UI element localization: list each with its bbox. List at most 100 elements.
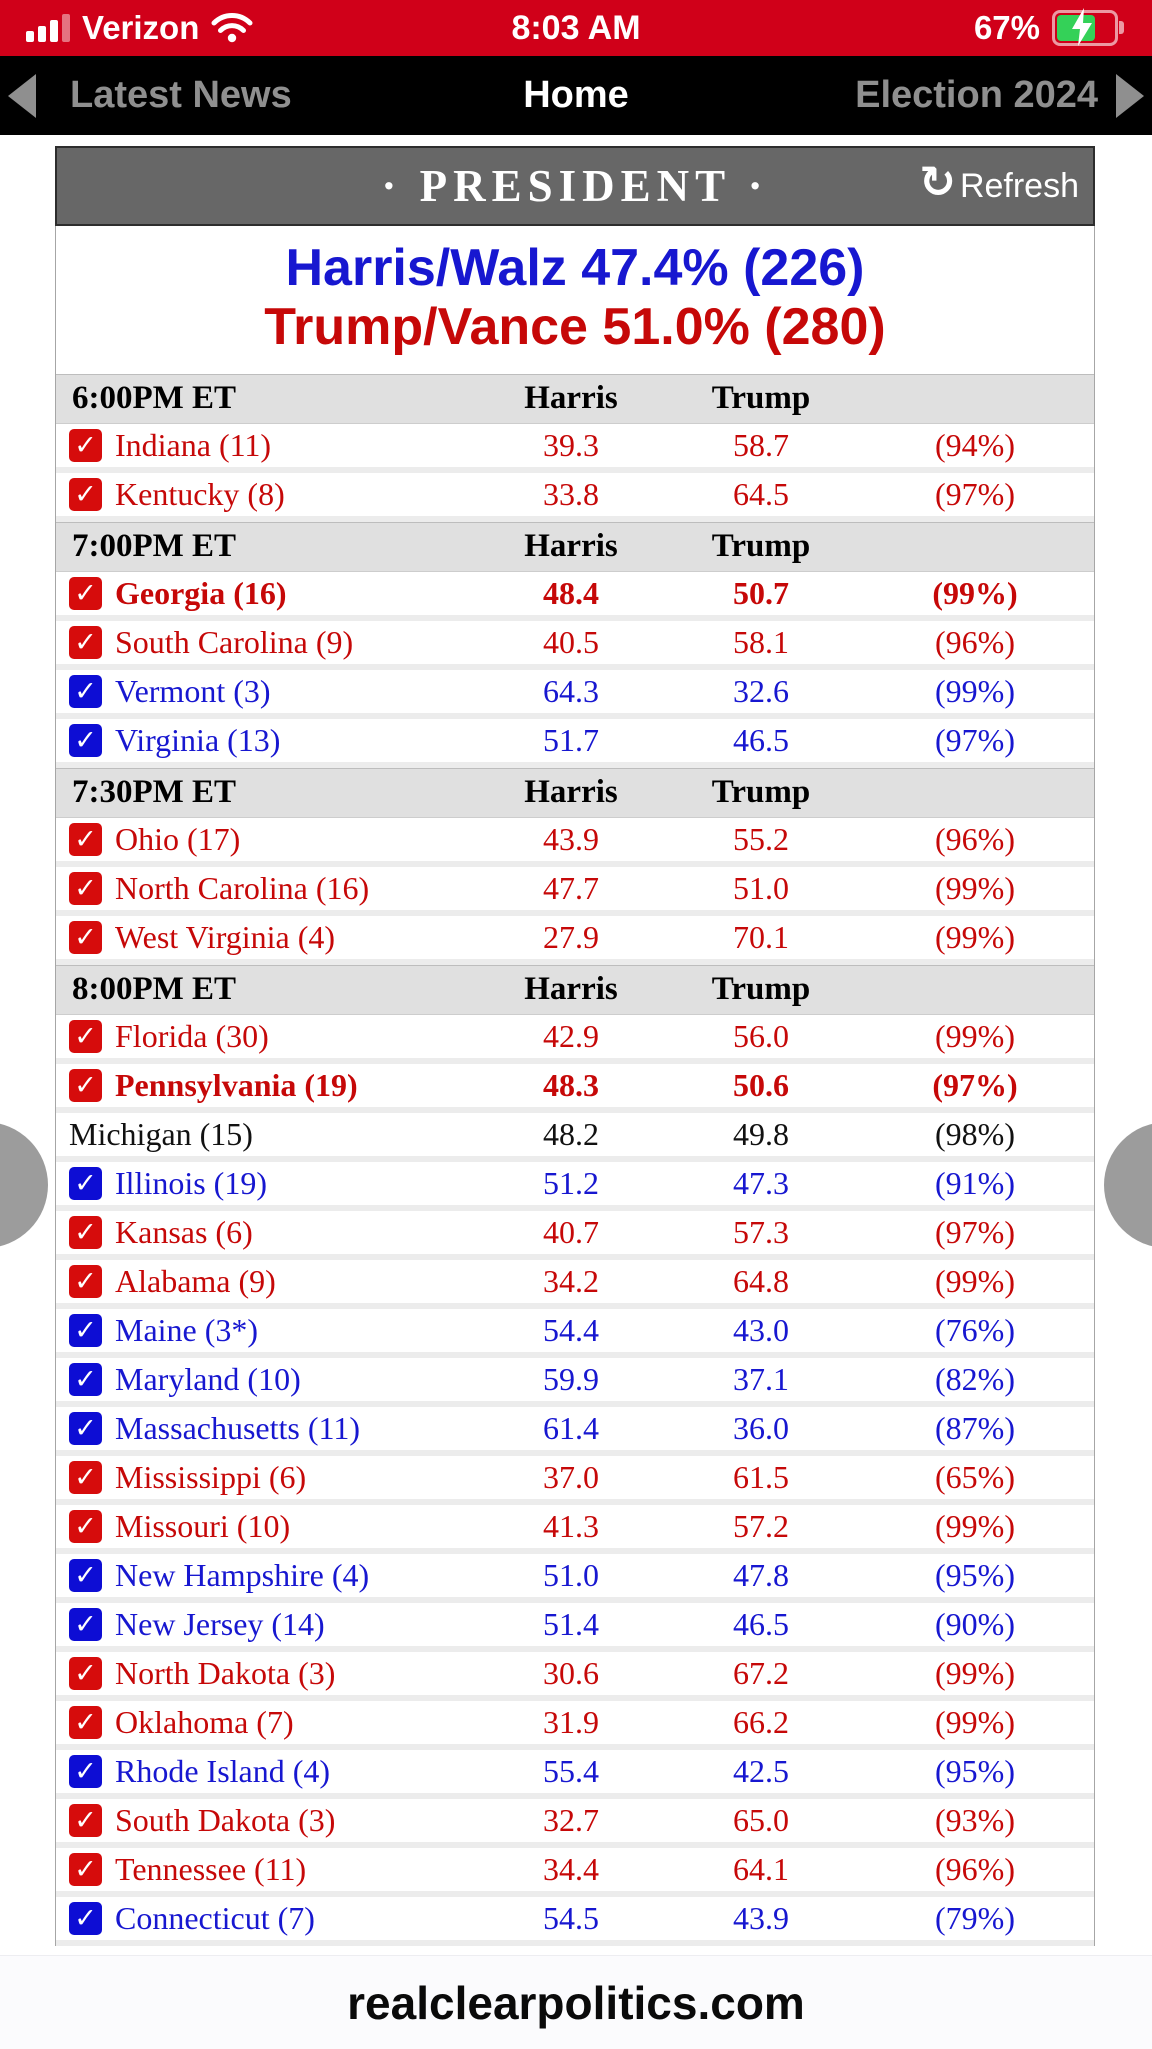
- harris-value: 54.5: [543, 1899, 599, 1936]
- harris-value: 40.7: [543, 1213, 599, 1250]
- trump-value: 57.3: [733, 1213, 789, 1250]
- checkbox-checked-icon[interactable]: ✓: [69, 1019, 102, 1053]
- state-cell: ✓ Mississippi (6): [56, 1459, 476, 1496]
- checkbox-checked-icon[interactable]: ✓: [69, 1068, 102, 1102]
- checkbox-checked-icon[interactable]: ✓: [69, 920, 102, 954]
- refresh-button[interactable]: ↻ Refresh: [919, 148, 1079, 224]
- reporting-percent: (79%): [935, 1899, 1015, 1936]
- reporting-percent: (97%): [932, 1066, 1018, 1103]
- back-arrow-icon[interactable]: [8, 73, 36, 118]
- table-row: ✓ Indiana (11) 39.3 58.7 (94%): [56, 423, 1094, 473]
- checkbox-checked-icon[interactable]: ✓: [69, 576, 102, 610]
- state-name: Ohio (17): [115, 820, 241, 857]
- checkbox-checked-icon[interactable]: ✓: [69, 1852, 102, 1886]
- checkbox-checked-icon[interactable]: ✓: [69, 625, 102, 659]
- state-cell: ✓ Oklahoma (7): [56, 1704, 476, 1741]
- checkbox-checked-icon[interactable]: ✓: [69, 1166, 102, 1200]
- state-name: North Carolina (16): [115, 869, 370, 906]
- checkbox-checked-icon[interactable]: ✓: [69, 1558, 102, 1592]
- state-name: Massachusetts (11): [115, 1409, 360, 1446]
- checkbox-checked-icon[interactable]: ✓: [69, 1411, 102, 1445]
- reporting-percent: (95%): [935, 1556, 1015, 1593]
- column-header-trump: Trump: [711, 971, 811, 1007]
- state-name: Tennessee (11): [115, 1850, 307, 1887]
- table-row: ✓ North Dakota (3) 30.6 67.2 (99%): [56, 1651, 1094, 1701]
- table-row: ✓ New Hampshire (4) 51.0 47.8 (95%): [56, 1553, 1094, 1603]
- table-row: ✓ Maryland (10) 59.9 37.1 (82%): [56, 1357, 1094, 1407]
- checkbox-checked-icon[interactable]: ✓: [69, 1607, 102, 1641]
- checkbox-checked-icon[interactable]: ✓: [69, 428, 102, 462]
- checkbox-checked-icon[interactable]: ✓: [69, 1754, 102, 1788]
- state-cell: ✓ Virginia (13): [56, 722, 476, 759]
- checkbox-checked-icon[interactable]: ✓: [69, 822, 102, 856]
- harris-value: 48.4: [543, 574, 599, 611]
- harris-value: 30.6: [543, 1654, 599, 1691]
- reporting-percent: (93%): [935, 1801, 1015, 1838]
- checkbox-checked-icon[interactable]: ✓: [69, 1264, 102, 1298]
- checkbox-checked-icon[interactable]: ✓: [69, 1656, 102, 1690]
- poll-close-time: 7:30PM ET: [72, 774, 237, 810]
- battery-charging-icon: [1052, 8, 1124, 46]
- trump-value: 32.6: [733, 672, 789, 709]
- checkbox-checked-icon[interactable]: ✓: [69, 723, 102, 757]
- checkbox-checked-icon[interactable]: ✓: [69, 1509, 102, 1543]
- table-row: ✓ Connecticut (7) 54.5 43.9 (79%): [56, 1896, 1094, 1946]
- reporting-percent: (99%): [935, 918, 1015, 955]
- state-cell: ✓ Pennsylvania (19): [56, 1067, 476, 1104]
- trump-value: 64.5: [733, 475, 789, 512]
- state-name: Kentucky (8): [115, 475, 285, 512]
- table-row: ✓ Florida (30) 42.9 56.0 (99%): [56, 1014, 1094, 1064]
- harris-total-line: Harris/Walz 47.4% (226): [285, 239, 865, 297]
- nav-item-home[interactable]: Home: [523, 74, 629, 116]
- checkbox-checked-icon[interactable]: ✓: [69, 1901, 102, 1935]
- state-name: Mississippi (6): [115, 1458, 307, 1495]
- table-row: ✓ South Carolina (9) 40.5 58.1 (96%): [56, 620, 1094, 670]
- refresh-icon: ↻: [919, 157, 956, 208]
- trump-value: 43.0: [733, 1311, 789, 1348]
- nav-item-election-2024[interactable]: Election 2024: [855, 74, 1098, 116]
- table-row: ✓ West Virginia (4) 27.9 70.1 (99%): [56, 915, 1094, 965]
- nav-bar: Latest News Home Election 2024: [0, 56, 1152, 135]
- state-cell: ✓ Missouri (10): [56, 1508, 476, 1545]
- checkbox-checked-icon[interactable]: ✓: [69, 1803, 102, 1837]
- state-name: Virginia (13): [115, 721, 281, 758]
- state-cell: ✓ Ohio (17): [56, 821, 476, 858]
- trump-value: 58.7: [733, 426, 789, 463]
- state-name: Maine (3*): [115, 1311, 259, 1348]
- forward-arrow-icon[interactable]: [1116, 73, 1144, 118]
- state-cell: ✓ Maryland (10): [56, 1361, 476, 1398]
- state-cell: Michigan (15): [56, 1116, 476, 1153]
- nav-item-latest-news[interactable]: Latest News: [70, 74, 292, 116]
- harris-value: 48.3: [543, 1066, 599, 1103]
- summary-banner: Harris/Walz 47.4% (226) Trump/Vance 51.0…: [55, 226, 1095, 374]
- checkbox-checked-icon[interactable]: ✓: [69, 1313, 102, 1347]
- checkbox-checked-icon[interactable]: ✓: [69, 1460, 102, 1494]
- reporting-percent: (96%): [935, 623, 1015, 660]
- checkbox-checked-icon[interactable]: ✓: [69, 674, 102, 708]
- carrier-label: Verizon: [82, 9, 200, 46]
- reporting-percent: (97%): [935, 475, 1015, 512]
- checkbox-checked-icon[interactable]: ✓: [69, 871, 102, 905]
- next-page-button[interactable]: [1104, 1122, 1152, 1248]
- reporting-percent: (98%): [935, 1115, 1015, 1152]
- state-name: Illinois (19): [115, 1164, 267, 1201]
- state-cell: ✓ South Carolina (9): [56, 624, 476, 661]
- harris-value: 31.9: [543, 1703, 599, 1740]
- state-cell: ✓ New Jersey (14): [56, 1606, 476, 1643]
- reporting-percent: (99%): [935, 1703, 1015, 1740]
- table-row: Michigan (15) 48.2 49.8 (98%): [56, 1112, 1094, 1162]
- reporting-percent: (99%): [935, 672, 1015, 709]
- harris-value: 41.3: [543, 1507, 599, 1544]
- checkbox-checked-icon[interactable]: ✓: [69, 1705, 102, 1739]
- checkbox-checked-icon[interactable]: ✓: [69, 477, 102, 511]
- table-row: ✓ North Carolina (16) 47.7 51.0 (99%): [56, 866, 1094, 916]
- harris-value: 34.2: [543, 1262, 599, 1299]
- table-row: ✓ Tennessee (11) 34.4 64.1 (96%): [56, 1847, 1094, 1897]
- table-row: ✓ Pennsylvania (19) 48.3 50.6 (97%): [56, 1063, 1094, 1113]
- reporting-percent: (97%): [935, 721, 1015, 758]
- state-cell: ✓ Kentucky (8): [56, 476, 476, 513]
- prev-page-button[interactable]: [0, 1122, 48, 1248]
- checkbox-checked-icon[interactable]: ✓: [69, 1362, 102, 1396]
- state-cell: ✓ South Dakota (3): [56, 1802, 476, 1839]
- checkbox-checked-icon[interactable]: ✓: [69, 1215, 102, 1249]
